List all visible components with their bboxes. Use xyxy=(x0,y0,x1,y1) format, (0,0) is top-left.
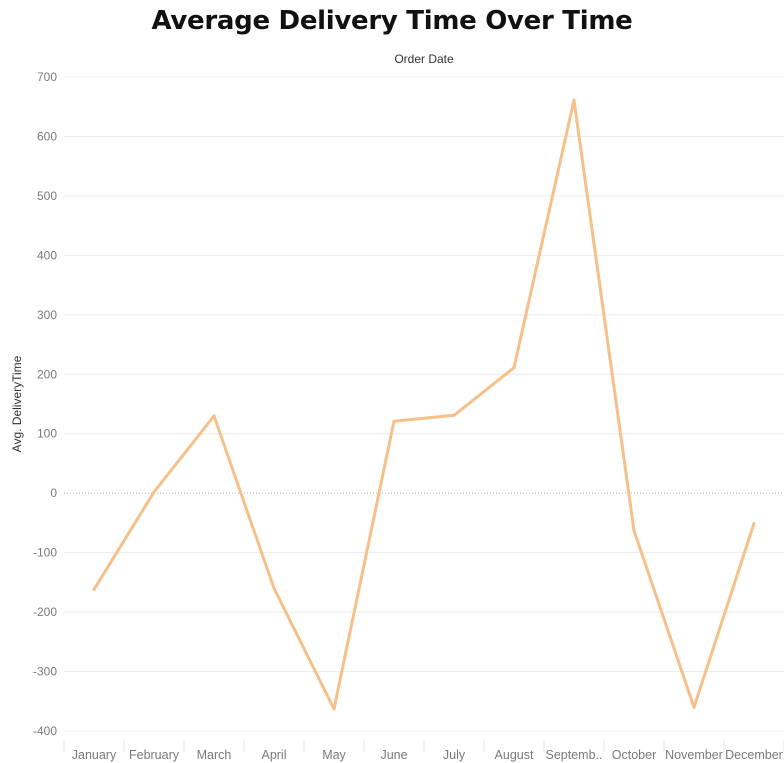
y-tick-label: -300 xyxy=(33,665,57,679)
x-tick-label: February xyxy=(129,748,180,762)
data-point[interactable] xyxy=(393,420,396,423)
y-tick-label: 500 xyxy=(37,189,57,203)
grid-lines xyxy=(64,77,784,731)
x-tick-label: January xyxy=(72,748,117,762)
x-tick-label: April xyxy=(261,748,286,762)
data-point[interactable] xyxy=(93,588,96,591)
x-axis-title: Order Date xyxy=(394,52,454,66)
y-axis-ticks: 700 600 500 400 300 200 100 0 -100 -200 -300 -400 xyxy=(33,70,57,738)
data-point[interactable] xyxy=(153,490,156,493)
x-tick-label: May xyxy=(322,748,346,762)
y-tick-label: 300 xyxy=(37,308,57,322)
x-tick-label: November xyxy=(665,748,723,762)
data-point[interactable] xyxy=(453,414,456,417)
data-point[interactable] xyxy=(573,99,576,102)
x-tick-label: March xyxy=(197,748,232,762)
series-line xyxy=(94,100,754,709)
x-tick-label: Septemb.. xyxy=(546,748,603,762)
x-tick-label: July xyxy=(443,748,466,762)
x-tick-label: June xyxy=(380,748,407,762)
x-tick-label: August xyxy=(495,748,534,762)
y-tick-label: -200 xyxy=(33,605,57,619)
y-tick-label: 700 xyxy=(37,70,57,84)
y-tick-label: 100 xyxy=(37,427,57,441)
data-point[interactable] xyxy=(633,529,636,532)
y-tick-label: 400 xyxy=(37,248,57,262)
y-tick-label: 600 xyxy=(37,129,57,143)
series-layer xyxy=(93,99,756,711)
data-point[interactable] xyxy=(213,414,216,417)
x-axis-ticks: January February March April May June July Augu… xyxy=(64,740,784,762)
data-point[interactable] xyxy=(753,522,756,525)
x-tick-label: December xyxy=(725,748,783,762)
data-point[interactable] xyxy=(333,708,336,711)
data-point[interactable] xyxy=(273,587,276,590)
data-point[interactable] xyxy=(513,366,516,369)
y-tick-label: -100 xyxy=(33,546,57,560)
x-tick-label: October xyxy=(612,748,656,762)
y-axis-title: Avg. DeliveryTime xyxy=(10,355,24,452)
y-tick-label: -400 xyxy=(33,724,57,738)
y-tick-label: 200 xyxy=(37,367,57,381)
y-tick-label: 0 xyxy=(50,486,57,500)
data-point[interactable] xyxy=(693,706,696,709)
